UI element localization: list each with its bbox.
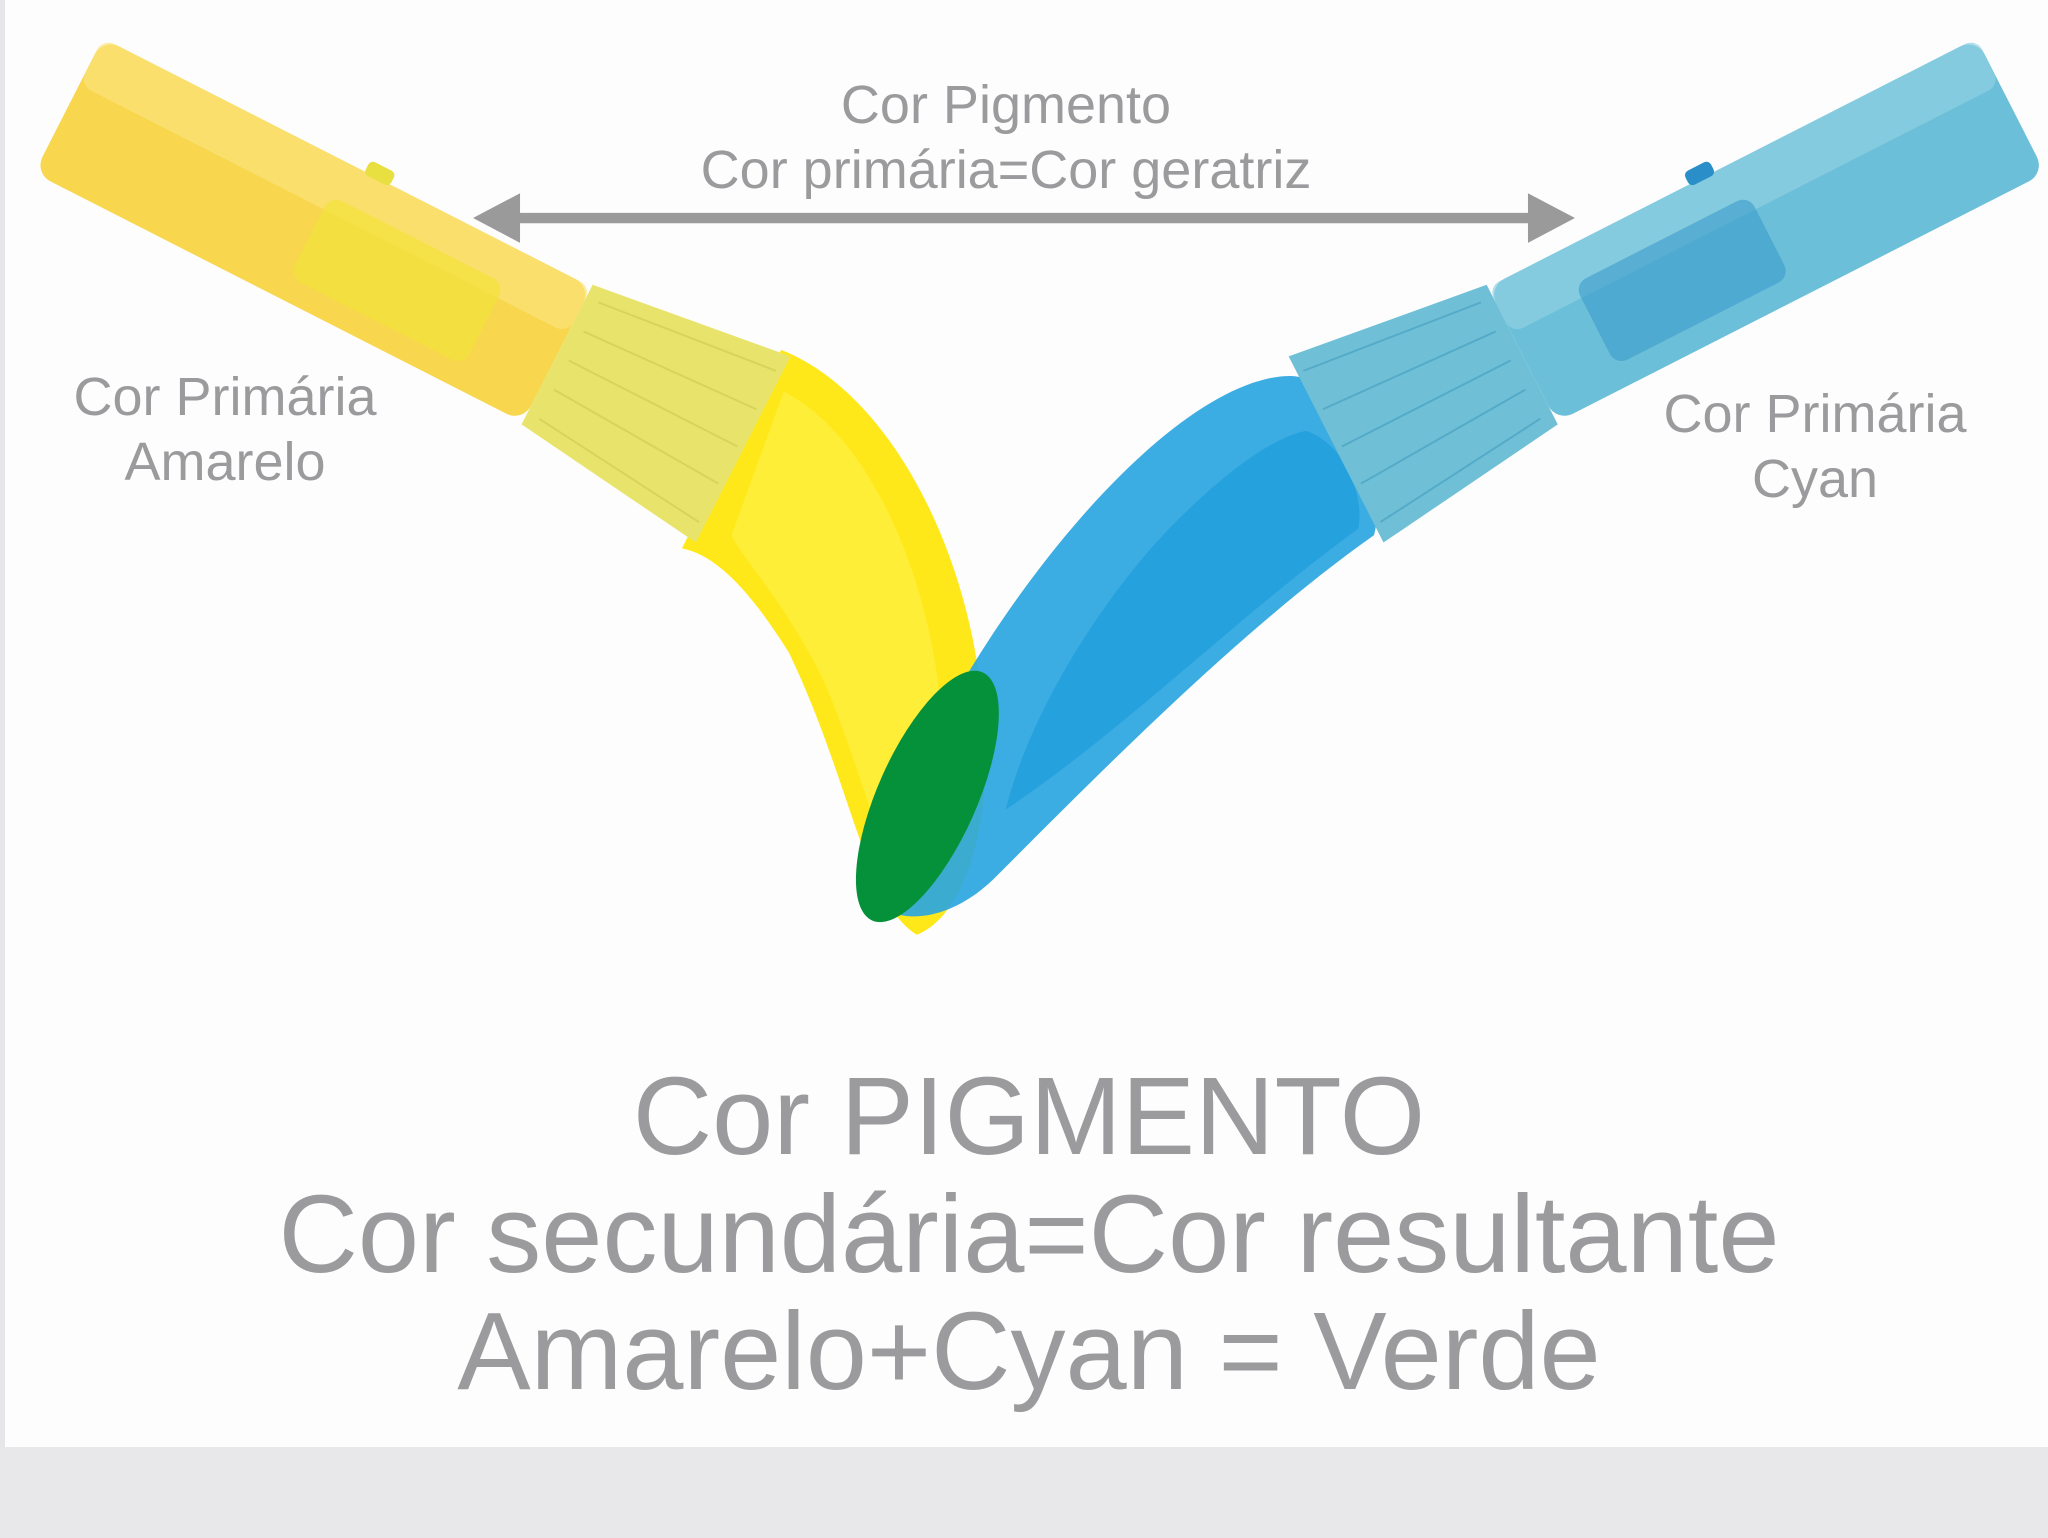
top-label-line2: Cor primária=Cor geratriz [700, 140, 1312, 200]
bottom-title: Cor PIGMENTO [632, 1055, 1426, 1178]
arrow-left-head-icon [473, 193, 521, 243]
left-label-line2: Amarelo [124, 432, 326, 492]
cyan-brush [1288, 42, 2039, 543]
double-arrow [473, 193, 1575, 243]
footer-bar [0, 1447, 2048, 1538]
cyan-paint-stroke [872, 376, 1377, 917]
green-overlap [855, 670, 999, 923]
right-label-line2: Cyan [1751, 449, 1879, 509]
right-label-line1: Cor Primária [1663, 384, 1967, 444]
left-border [0, 0, 5, 1447]
yellow-brush [40, 42, 791, 543]
arrow-right-head-icon [1527, 193, 1575, 243]
bottom-equation: Amarelo+Cyan = Verde [457, 1290, 1601, 1413]
top-label-line1: Cor Pigmento [840, 75, 1172, 135]
left-label-line1: Cor Primária [73, 367, 377, 427]
bottom-subtitle: Cor secundária=Cor resultante [278, 1173, 1780, 1296]
